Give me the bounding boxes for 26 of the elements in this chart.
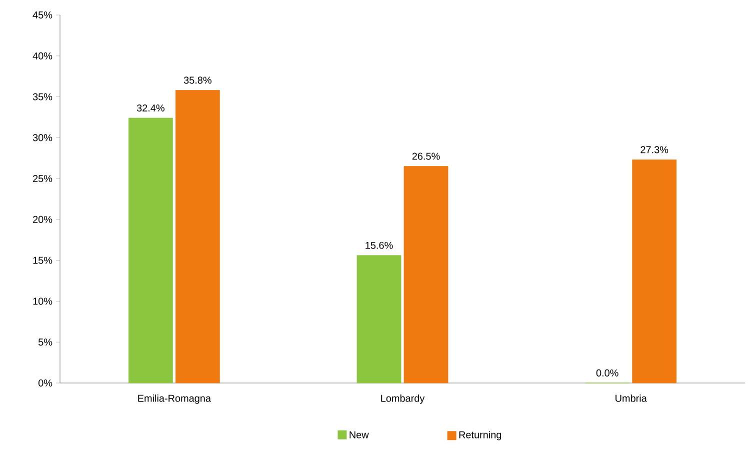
y-tick-label: 5% bbox=[38, 338, 52, 346]
legend-label: Returning bbox=[459, 430, 502, 440]
bar bbox=[632, 160, 677, 384]
data-label: 32.4% bbox=[136, 104, 164, 112]
y-tick-label: 20% bbox=[33, 216, 52, 223]
y-tick-label: 40% bbox=[32, 52, 52, 60]
y-tick-label: 0% bbox=[38, 379, 52, 387]
bar bbox=[356, 255, 402, 384]
bar bbox=[175, 90, 220, 384]
x-tick-label: Lombardy bbox=[381, 394, 425, 404]
data-label: 27.3% bbox=[640, 146, 668, 154]
data-label: 15.6% bbox=[366, 242, 393, 249]
y-tick-label: 45% bbox=[32, 11, 52, 19]
y-tick-label: 35% bbox=[32, 93, 52, 100]
bar bbox=[404, 166, 448, 384]
data-label: 0.0% bbox=[596, 369, 618, 376]
y-tick-label: 25% bbox=[33, 175, 52, 182]
y-tick-label: 30% bbox=[32, 134, 52, 142]
legend-label: New bbox=[350, 431, 369, 438]
data-label: 26.5% bbox=[412, 152, 440, 160]
x-tick-label: Umbria bbox=[616, 394, 647, 402]
bar bbox=[128, 118, 173, 384]
x-tick-label: Emilia-Romagna bbox=[138, 394, 211, 404]
data-label: 35.8% bbox=[184, 76, 212, 84]
y-tick-label: 15% bbox=[33, 256, 52, 264]
y-tick-label: 10% bbox=[33, 298, 52, 305]
